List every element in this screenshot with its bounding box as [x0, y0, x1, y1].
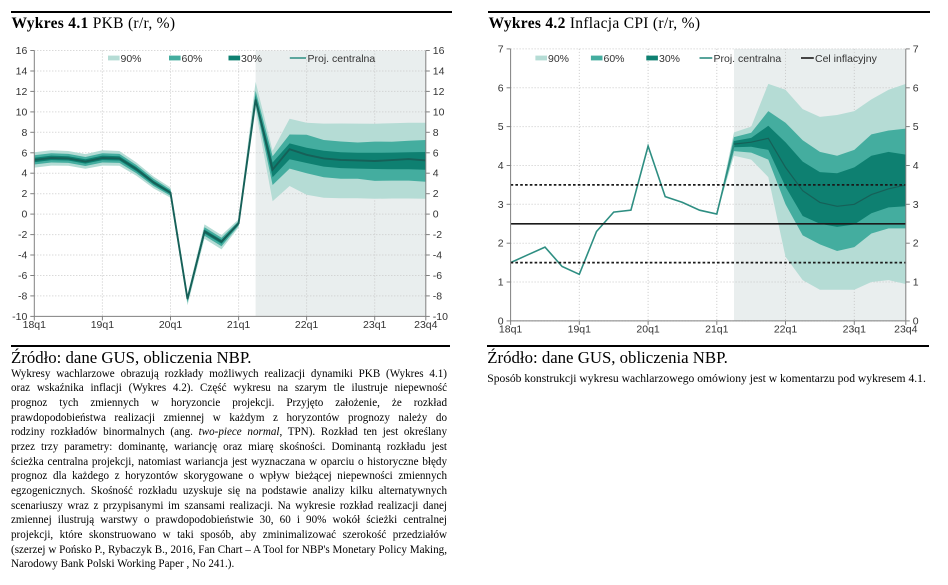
svg-text:20q1: 20q1	[636, 323, 660, 335]
svg-text:23q1: 23q1	[843, 323, 867, 335]
svg-text:10: 10	[433, 106, 445, 118]
svg-text:Proj. centralna: Proj. centralna	[714, 53, 782, 65]
svg-text:3: 3	[498, 199, 504, 211]
svg-text:-8: -8	[433, 290, 442, 302]
svg-text:-2: -2	[433, 229, 442, 241]
svg-text:6: 6	[433, 147, 439, 159]
svg-text:6: 6	[913, 82, 919, 94]
svg-text:20q1: 20q1	[159, 319, 183, 331]
svg-text:1: 1	[913, 277, 919, 289]
svg-text:0: 0	[913, 315, 919, 327]
svg-text:-6: -6	[18, 270, 27, 282]
svg-text:14: 14	[433, 66, 445, 78]
svg-text:1: 1	[498, 277, 504, 289]
svg-text:60%: 60%	[182, 53, 203, 65]
svg-text:0: 0	[433, 209, 439, 221]
svg-text:0: 0	[498, 315, 504, 327]
svg-text:23q4: 23q4	[894, 323, 918, 335]
svg-text:22q1: 22q1	[774, 323, 798, 335]
svg-text:12: 12	[433, 86, 445, 98]
svg-text:3: 3	[913, 199, 919, 211]
svg-text:16: 16	[433, 45, 445, 57]
svg-text:60%: 60%	[604, 53, 625, 65]
svg-text:10: 10	[16, 106, 28, 118]
svg-text:5: 5	[498, 121, 504, 133]
svg-text:Proj. centralna: Proj. centralna	[308, 53, 376, 65]
svg-text:6: 6	[498, 82, 504, 94]
svg-text:-4: -4	[18, 250, 27, 262]
svg-text:7: 7	[498, 43, 504, 55]
svg-text:4: 4	[433, 168, 439, 180]
svg-text:8: 8	[21, 127, 27, 139]
svg-text:22q1: 22q1	[295, 319, 319, 331]
svg-text:23q1: 23q1	[363, 319, 387, 331]
svg-text:18q1: 18q1	[23, 319, 47, 331]
svg-text:30%: 30%	[241, 53, 262, 65]
svg-text:5: 5	[913, 121, 919, 133]
svg-text:30%: 30%	[659, 53, 680, 65]
svg-text:4: 4	[913, 160, 919, 172]
svg-text:-10: -10	[12, 311, 27, 323]
svg-text:2: 2	[21, 188, 27, 200]
svg-text:14: 14	[16, 66, 28, 78]
svg-text:12: 12	[16, 86, 28, 98]
svg-text:0: 0	[21, 209, 27, 221]
svg-text:16: 16	[16, 45, 28, 57]
svg-text:19q1: 19q1	[91, 319, 115, 331]
svg-text:7: 7	[913, 43, 919, 55]
svg-text:Cel inflacyjny: Cel inflacyjny	[815, 53, 878, 65]
svg-text:2: 2	[498, 238, 504, 250]
svg-text:8: 8	[433, 127, 439, 139]
svg-text:90%: 90%	[121, 53, 142, 65]
svg-text:2: 2	[433, 188, 439, 200]
svg-text:21q1: 21q1	[227, 319, 251, 331]
svg-text:4: 4	[498, 160, 504, 172]
svg-text:-6: -6	[433, 270, 442, 282]
svg-text:21q1: 21q1	[705, 323, 729, 335]
svg-text:23q4: 23q4	[414, 319, 438, 331]
svg-text:6: 6	[21, 147, 27, 159]
svg-text:90%: 90%	[548, 53, 569, 65]
svg-text:18q1: 18q1	[499, 323, 523, 335]
svg-text:2: 2	[913, 238, 919, 250]
svg-text:-2: -2	[18, 229, 27, 241]
svg-text:4: 4	[21, 168, 27, 180]
svg-text:-10: -10	[433, 311, 448, 323]
svg-text:-4: -4	[433, 250, 442, 262]
svg-text:19q1: 19q1	[568, 323, 592, 335]
svg-text:-8: -8	[18, 290, 27, 302]
